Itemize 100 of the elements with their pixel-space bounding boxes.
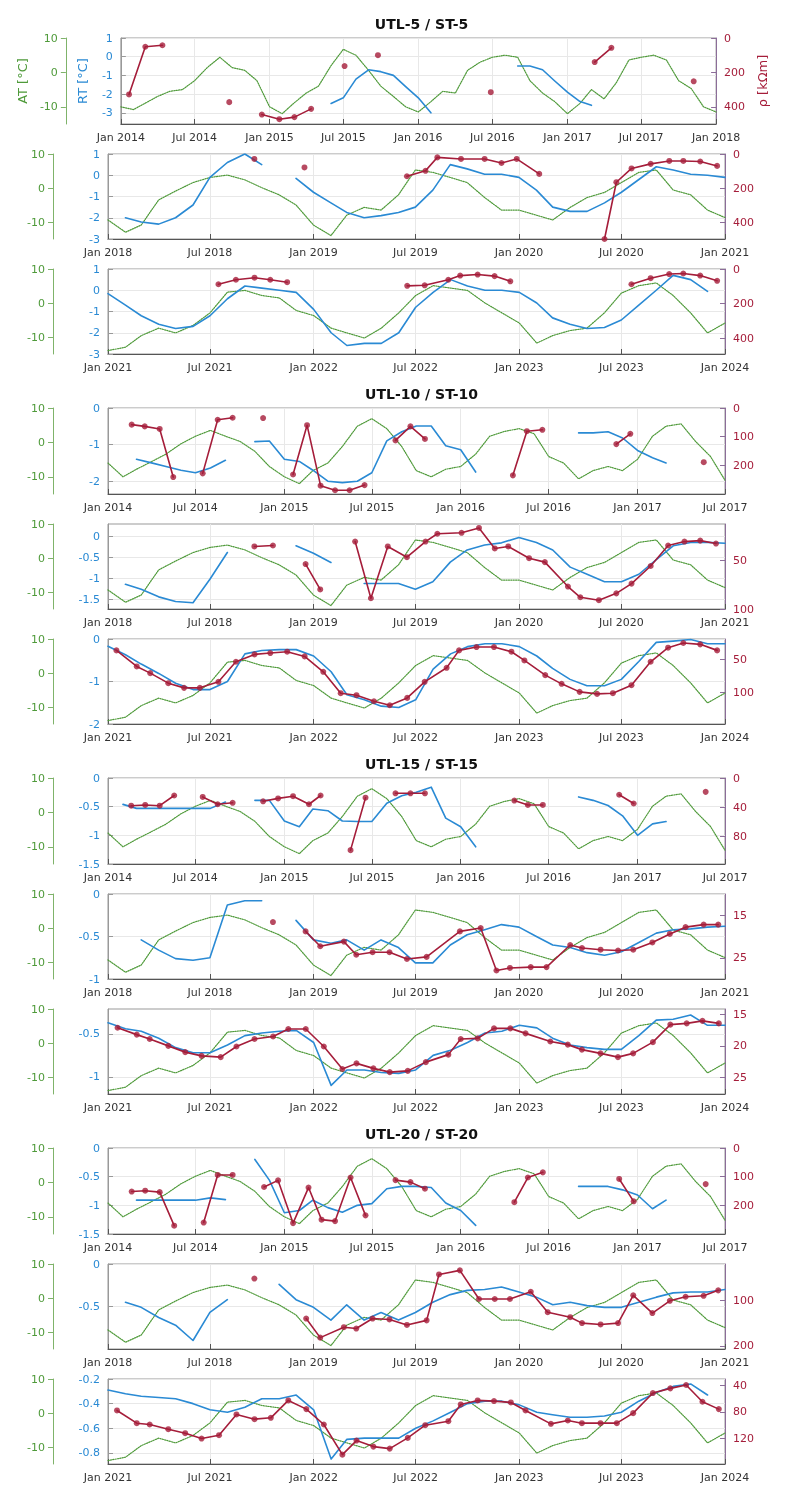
x-tick-label: Jan 2021 [82, 731, 133, 744]
point [506, 1296, 513, 1302]
point [613, 590, 620, 597]
y2-tick-label: 100 [733, 602, 754, 616]
point [511, 797, 518, 804]
point [608, 44, 615, 51]
y2-tick-label: 200 [733, 458, 754, 472]
point [285, 1026, 292, 1032]
point [609, 690, 616, 697]
point [302, 928, 309, 935]
point [317, 586, 324, 593]
y2-tick-label: 400 [733, 215, 754, 229]
point [361, 482, 368, 489]
point [421, 282, 428, 289]
point [458, 529, 465, 536]
point [133, 1420, 140, 1427]
point [337, 690, 344, 697]
point [290, 471, 297, 478]
point [317, 482, 324, 489]
point [714, 162, 721, 169]
line-series [107, 1279, 726, 1347]
point [251, 651, 258, 658]
point [683, 1382, 690, 1389]
point [628, 165, 635, 172]
point [159, 42, 166, 49]
x-tick-label: Jul 2014 [172, 871, 218, 884]
point [526, 555, 533, 562]
x-tick-label: Jul 2016 [525, 1241, 572, 1254]
point [490, 1398, 497, 1405]
x-tick-label: Jan 2016 [435, 871, 485, 884]
point [386, 702, 393, 709]
point [443, 664, 450, 671]
point [217, 1054, 224, 1061]
point [613, 441, 620, 448]
point [434, 530, 441, 537]
x-tick-label: Jan 2018 [690, 131, 741, 144]
point [384, 543, 391, 550]
x-tick-label: Jan 2022 [288, 1471, 338, 1484]
point [702, 1181, 709, 1188]
y-tick-label: 0 [93, 1141, 100, 1155]
point [404, 1067, 411, 1074]
x-tick-label: Jul 2021 [186, 731, 233, 744]
line-series [107, 1392, 726, 1462]
point [699, 1017, 706, 1024]
point [353, 1325, 360, 1332]
point [199, 470, 206, 477]
point [347, 847, 354, 854]
point [505, 543, 512, 550]
point [487, 89, 494, 96]
point [128, 421, 135, 428]
y-tick-label: 1 [105, 31, 113, 45]
point [141, 423, 148, 430]
point [527, 1288, 534, 1295]
point [229, 414, 236, 421]
point [456, 647, 463, 654]
point [260, 798, 267, 805]
point [543, 964, 550, 971]
point [697, 641, 704, 648]
y2-tick-label: 400 [724, 100, 746, 114]
y-tick-label: -1 [89, 1198, 100, 1212]
y3-tick-label: 0 [38, 551, 45, 565]
point [126, 91, 133, 98]
point [630, 1198, 637, 1205]
x-tick-label: Jul 2015 [348, 501, 395, 514]
y-tick-label: -3 [101, 106, 113, 120]
y3-tick-label: 0 [38, 1406, 45, 1420]
y3-tick-label: -10 [27, 470, 45, 484]
y3-tick-label: 0 [38, 921, 45, 935]
x-tick-label: Jul 2021 [186, 361, 233, 374]
point [564, 1041, 571, 1048]
x-tick-label: Jan 2017 [612, 871, 662, 884]
y2-tick-label: 100 [733, 1293, 754, 1307]
point [340, 1324, 347, 1331]
y3-tick-label: 10 [31, 632, 45, 646]
y3-tick-label: 0 [38, 1175, 45, 1189]
point [697, 272, 704, 279]
y-tick-label: 0 [93, 283, 100, 297]
point [370, 1065, 377, 1072]
y-tick-label: -2 [101, 87, 113, 101]
point [290, 1220, 297, 1227]
x-tick-label: Jan 2016 [435, 1241, 485, 1254]
x-tick-label: Jan 2023 [494, 731, 544, 744]
line-series [107, 1014, 726, 1087]
point [199, 793, 206, 800]
x-tick-label: Jul 2021 [186, 1471, 233, 1484]
point [498, 160, 505, 167]
point [113, 647, 120, 654]
y2-tick-label: 50 [733, 553, 747, 567]
line-series [107, 169, 726, 237]
point [196, 684, 203, 691]
point [229, 1171, 236, 1178]
point [352, 538, 359, 545]
point [647, 160, 654, 167]
y-tick-label: -2 [89, 474, 100, 488]
point [404, 282, 411, 289]
point [615, 947, 622, 954]
y-tick-label: 0 [93, 530, 100, 544]
y-tick-label: -1 [89, 438, 100, 452]
point [215, 281, 222, 288]
y-tick-label: -1 [89, 675, 100, 688]
